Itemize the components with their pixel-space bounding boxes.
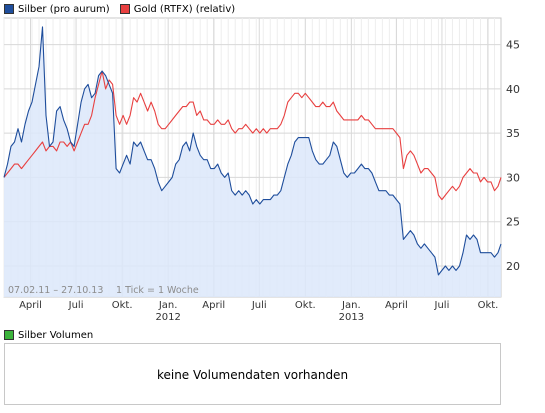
volume-empty-message: keine Volumendaten vorhanden [156, 368, 349, 382]
legend-swatch-silber [4, 4, 14, 14]
y-tick-label: 40 [506, 83, 520, 96]
legend-swatch-volumen [4, 330, 14, 340]
x-year-label: 2012 [155, 312, 180, 323]
x-tick-label: Juli [251, 300, 267, 311]
series-layer [3, 26, 502, 298]
y-tick-label: 25 [506, 216, 520, 229]
chart-legend: Silber (pro aurum) Gold (RTFX) (relativ) [4, 2, 245, 16]
x-tick-label: April [385, 300, 408, 311]
x-tick-label: April [19, 300, 42, 311]
legend-item-gold[interactable]: Gold (RTFX) (relativ) [119, 3, 236, 15]
legend-label-volumen: Silber Volumen [18, 329, 94, 341]
y-tick-label: 45 [506, 39, 520, 52]
y-tick-label: 30 [506, 171, 520, 184]
series-line-gold [3, 70, 502, 201]
y-axis: 20 25 30 35 40 45 [506, 39, 520, 273]
series-area-silber [4, 26, 501, 298]
x-tick-label: Okt. [295, 300, 316, 311]
y-tick-label: 35 [506, 127, 520, 140]
legend-item-silber[interactable]: Silber (pro aurum) [4, 4, 110, 15]
legend-item-volumen[interactable]: Silber Volumen [4, 330, 93, 341]
volume-panel: keine Volumendaten vorhanden [4, 343, 501, 405]
x-year-label: 2013 [339, 312, 364, 323]
x-tick-label: Juli [68, 300, 84, 311]
legend-swatch-gold [119, 4, 130, 14]
x-tick-label: Okt. [478, 300, 499, 311]
date-range-label: 07.02.11 – 27.10.13 [8, 285, 103, 296]
legend-label-silber: Silber (pro aurum) [18, 3, 110, 15]
x-tick-label: April [202, 300, 225, 311]
x-tick-label: Okt. [112, 300, 133, 311]
tick-note-label: 1 Tick = 1 Woche [116, 285, 199, 296]
legend-label-gold: Gold (RTFX) (relativ) [133, 3, 236, 15]
series-line-silber [3, 26, 502, 276]
x-tick-label: Jan. [341, 300, 361, 311]
volume-legend: Silber Volumen [4, 328, 103, 342]
y-tick-label: 20 [506, 260, 520, 273]
x-tick-label: Jan. [158, 300, 178, 311]
x-tick-label: Juli [434, 300, 450, 311]
